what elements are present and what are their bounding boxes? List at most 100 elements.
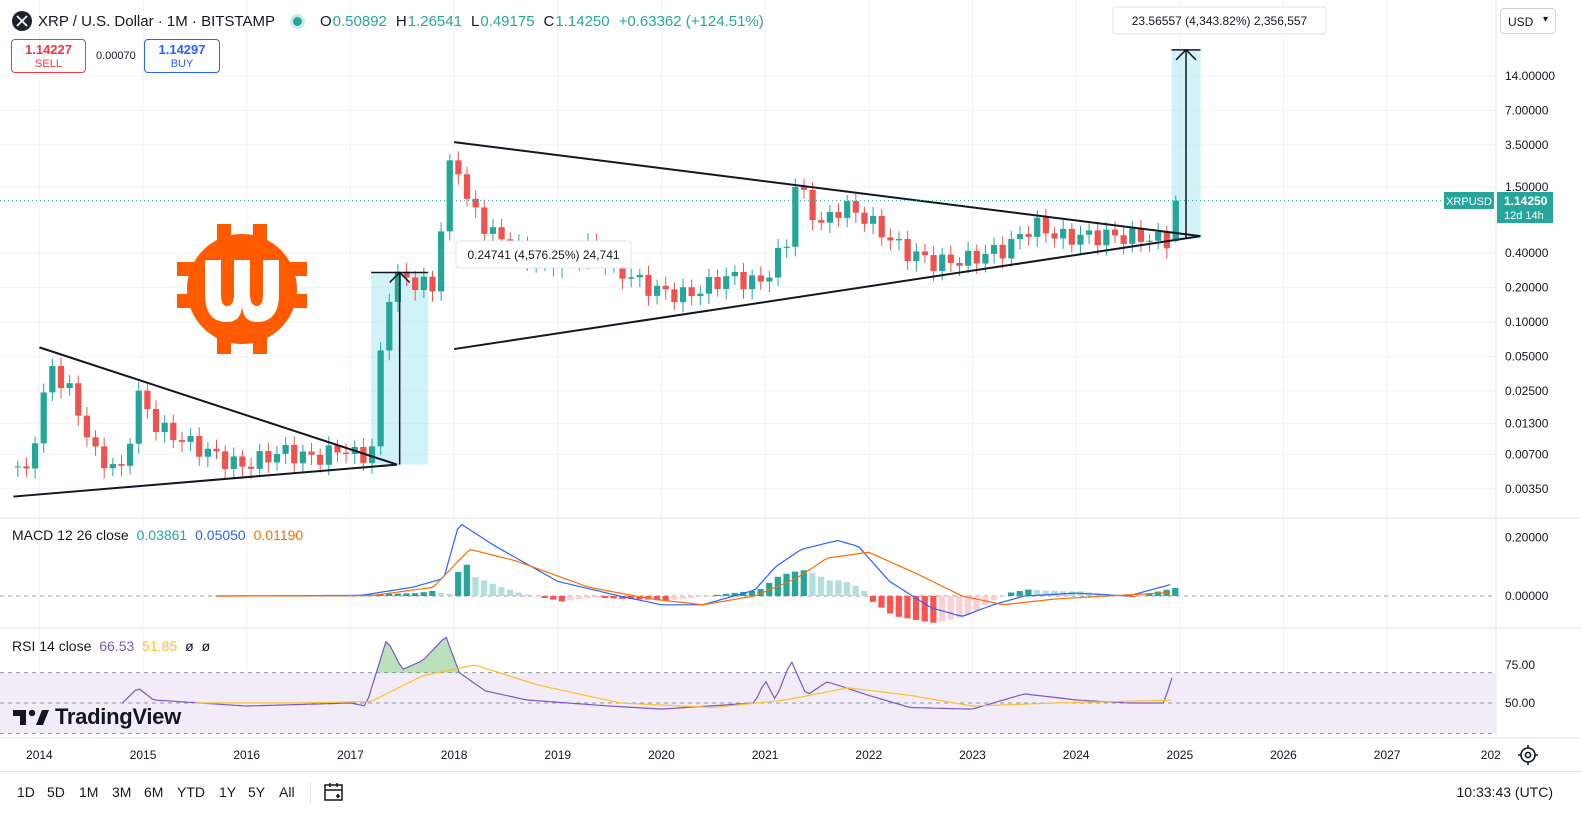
macd-histogram-bar xyxy=(394,593,401,596)
symbol-title[interactable]: XRP / U.S. Dollar · 1M · BITSTAMP xyxy=(38,12,275,30)
candle-body xyxy=(921,251,929,256)
candle-body xyxy=(455,160,462,175)
range-1m[interactable]: 1M xyxy=(79,784,99,800)
range-5d[interactable]: 5D xyxy=(47,784,65,800)
range-6m[interactable]: 6M xyxy=(144,784,164,800)
x-tick-label: 2017 xyxy=(337,748,364,762)
candle-body xyxy=(749,275,756,290)
candle-body xyxy=(1008,239,1015,259)
rsi-ma-line xyxy=(194,664,1172,709)
calendar-icon[interactable] xyxy=(322,780,346,804)
buy-button[interactable]: 1.14297 BUY xyxy=(144,39,220,73)
candle-body xyxy=(334,445,341,453)
buy-label: BUY xyxy=(170,58,194,70)
xrp-logo-icon xyxy=(12,11,32,31)
candle-body xyxy=(291,444,298,464)
symbol-tag-box xyxy=(1444,192,1494,209)
macd-line-value: 0.05050 xyxy=(195,527,246,543)
candle-body xyxy=(83,415,91,438)
x-tick-label: 2016 xyxy=(233,748,260,762)
trendline xyxy=(453,235,1201,351)
candle-body xyxy=(1016,234,1024,240)
candle-body xyxy=(1077,234,1084,245)
candle-body xyxy=(956,262,963,266)
candle-body xyxy=(895,238,903,241)
range-1d[interactable]: 1D xyxy=(17,784,35,800)
candle-body xyxy=(973,250,980,264)
macd-histogram-bar xyxy=(429,590,436,596)
candle-body xyxy=(265,451,272,463)
macd-histogram-bar xyxy=(524,594,531,596)
candle-body xyxy=(118,464,125,466)
macd-histogram-bar xyxy=(403,593,410,596)
candle-body xyxy=(187,436,194,442)
macd-y-tick: 0.00000 xyxy=(1505,589,1549,603)
candle-body xyxy=(170,422,177,441)
range-all[interactable]: All xyxy=(279,784,295,800)
x-tick-label: 2020 xyxy=(648,748,675,762)
candle-body xyxy=(835,211,842,218)
candle-body xyxy=(1137,228,1145,242)
buy-price: 1.14297 xyxy=(158,42,206,57)
candle-body xyxy=(14,466,21,468)
macd-histogram-bar xyxy=(411,593,419,596)
currency-select[interactable]: USD ▾ xyxy=(1500,8,1556,34)
range-ytd[interactable]: YTD xyxy=(177,784,205,800)
x-tick-label: 2025 xyxy=(1166,748,1193,762)
chart-canvas[interactable]: 0.24741 (4,576.25%) 24,741 23.56557 (4,34… xyxy=(0,0,1581,771)
range-5y[interactable]: 5Y xyxy=(248,784,266,800)
rsi-y-tick: 50.00 xyxy=(1505,696,1535,710)
candle-body xyxy=(800,186,808,190)
macd-histogram-bar xyxy=(904,596,911,619)
range-3m[interactable]: 3M xyxy=(112,784,132,800)
sell-button[interactable]: 1.14227 SELL xyxy=(11,39,86,73)
candle-body xyxy=(705,277,713,294)
macd-histogram-bar xyxy=(714,594,721,596)
candle-body xyxy=(1060,228,1067,239)
open-value: 0.50892 xyxy=(332,12,387,30)
macd-histogram-bar xyxy=(817,576,825,596)
tradingview-wordmark: TradingView xyxy=(55,704,181,729)
macd-histogram-bar xyxy=(973,596,980,611)
y-tick-label: 0.05000 xyxy=(1505,349,1549,363)
macd-histogram-bar xyxy=(912,596,920,620)
candle-body xyxy=(463,174,471,199)
macd-signal-line xyxy=(215,548,1171,606)
candle-body xyxy=(1051,233,1058,239)
macd-histogram-bar xyxy=(688,596,695,598)
measure-label: 0.24741 (4,576.25%) 24,741 xyxy=(467,248,619,262)
toolbar-divider xyxy=(310,782,311,804)
rsi-overbought-fill xyxy=(376,636,465,673)
y-tick-label: 0.01300 xyxy=(1505,417,1549,431)
candle-body xyxy=(930,255,937,272)
macd-histogram-bar xyxy=(463,564,470,596)
candle-body xyxy=(792,186,799,247)
candle-body xyxy=(861,212,868,224)
macd-histogram-bar xyxy=(593,596,600,598)
trendline xyxy=(453,141,1201,238)
macd-histogram-bar xyxy=(809,573,816,596)
candle-body xyxy=(196,436,203,457)
candle-body xyxy=(636,274,643,278)
macd-histogram-bar xyxy=(532,596,540,597)
rsi-legend[interactable]: RSI 14 close 66.53 51.85 ø ø xyxy=(12,638,214,654)
candle-body xyxy=(31,443,39,469)
macd-histogram-bar xyxy=(645,596,652,600)
macd-histogram-bar xyxy=(1172,587,1179,596)
sell-price: 1.14227 xyxy=(25,42,72,57)
y-tick-label: 0.00350 xyxy=(1505,482,1549,496)
macd-histogram-bar xyxy=(843,582,851,596)
macd-histogram-bar xyxy=(420,592,427,596)
range-1y[interactable]: 1Y xyxy=(219,784,237,800)
candle-body xyxy=(204,448,211,457)
x-tick-label: 2023 xyxy=(959,748,986,762)
macd-histogram-bar xyxy=(852,585,859,596)
candle-body xyxy=(697,293,704,297)
y-tick-label: 0.00700 xyxy=(1505,447,1549,461)
candle-body xyxy=(282,444,289,454)
x-tick-label: 2027 xyxy=(1374,748,1401,762)
gear-icon[interactable] xyxy=(1517,744,1539,766)
macd-legend[interactable]: MACD 12 26 close 0.03861 0.05050 0.01190 xyxy=(12,527,307,543)
candle-body xyxy=(256,451,263,469)
candle-body xyxy=(714,277,721,289)
